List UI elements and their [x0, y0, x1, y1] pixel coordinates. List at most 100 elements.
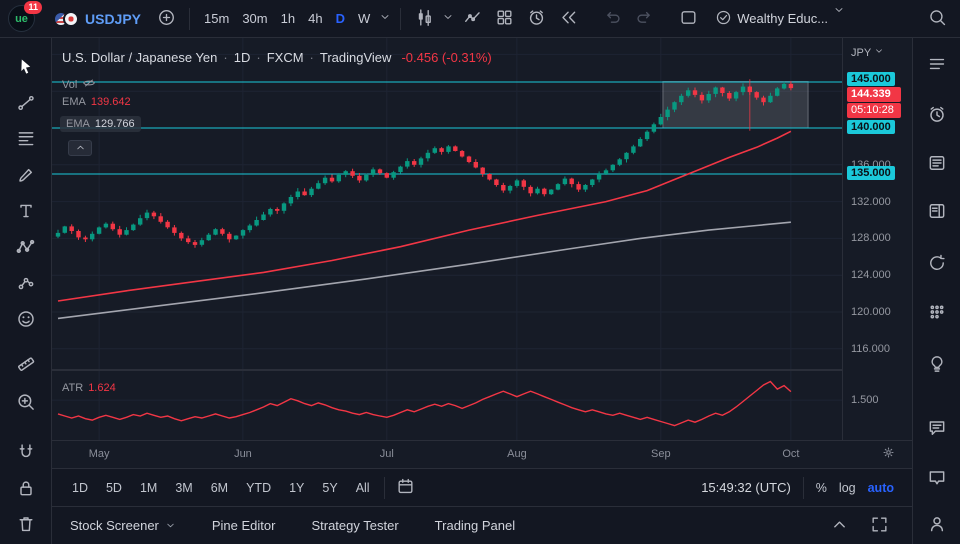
- replay-icon: [559, 8, 578, 30]
- fib-retracement-icon: [16, 129, 36, 152]
- calendar-icon: [927, 302, 947, 325]
- notification-badge: 11: [24, 1, 42, 14]
- panel-community-button[interactable]: [918, 508, 956, 542]
- currency-label: JPY: [851, 47, 871, 59]
- alerts-icon: [927, 104, 947, 127]
- timeframe-4h[interactable]: 4h: [302, 7, 328, 30]
- undo-icon: [603, 8, 622, 30]
- toolbar-separator: [400, 8, 401, 30]
- timeframe-30m[interactable]: 30m: [236, 7, 273, 30]
- price-axis-currency[interactable]: JPY: [851, 46, 884, 59]
- indicators-button[interactable]: [457, 4, 487, 34]
- panel-news-button[interactable]: [918, 147, 956, 181]
- tab-strategy-tester[interactable]: Strategy Tester: [311, 518, 398, 533]
- create-alert-button[interactable]: [521, 4, 551, 34]
- ema-fast-legend-row[interactable]: EMA 139.642: [62, 96, 131, 108]
- ema-slow-legend-row[interactable]: EMA 129.766: [60, 116, 141, 132]
- timeframe-1h[interactable]: 1h: [275, 7, 301, 30]
- panel-tab-group: Stock Screener Pine Editor Strategy Tester…: [70, 518, 515, 533]
- tool-measure[interactable]: [7, 348, 45, 382]
- chart-type-menu-button[interactable]: [441, 4, 455, 34]
- range-3M[interactable]: 3M: [167, 477, 200, 499]
- tool-text[interactable]: [7, 195, 45, 229]
- range-5D[interactable]: 5D: [98, 477, 130, 499]
- symbol-description[interactable]: U.S. Dollar / Japanese Yen: [62, 50, 217, 65]
- panel-calendar-button[interactable]: [918, 296, 956, 330]
- search-button[interactable]: [922, 4, 952, 34]
- chevron-up-icon: [75, 141, 86, 156]
- tool-magnet[interactable]: [7, 436, 45, 470]
- measure-icon: [16, 354, 36, 377]
- range-1M[interactable]: 1M: [132, 477, 165, 499]
- utc-clock[interactable]: 15:49:32 (UTC): [701, 480, 791, 495]
- panel-public-chat-button[interactable]: [918, 462, 956, 496]
- prediction-icon: [16, 273, 36, 296]
- panel-alerts-button[interactable]: [918, 98, 956, 132]
- percent-scale-button[interactable]: %: [810, 477, 833, 499]
- open-panel-button[interactable]: [824, 511, 854, 541]
- chart-type-button[interactable]: [409, 4, 439, 34]
- symbol-flags-icon: [53, 11, 79, 27]
- range-1Y[interactable]: 1Y: [281, 477, 312, 499]
- tool-zoom-in[interactable]: [7, 386, 45, 420]
- chart-legend-title[interactable]: U.S. Dollar / Japanese Yen · 1D · FXCM ·…: [62, 50, 492, 65]
- atr-legend-row[interactable]: ATR 1.624: [62, 382, 116, 394]
- timeframe-menu-button[interactable]: [378, 4, 392, 34]
- bar-replay-button[interactable]: [553, 4, 583, 34]
- compare-add-symbol-button[interactable]: [151, 4, 181, 34]
- lock-drawings-icon: [16, 478, 36, 501]
- panel-ideas-button[interactable]: [918, 348, 956, 382]
- range-YTD[interactable]: YTD: [238, 477, 279, 499]
- timeframe-15m[interactable]: 15m: [198, 7, 235, 30]
- tool-fib-retracement[interactable]: [7, 123, 45, 157]
- tab-label: Pine Editor: [212, 518, 276, 533]
- tool-lock-drawings[interactable]: [7, 472, 45, 506]
- tab-label: Stock Screener: [70, 518, 159, 533]
- candlestick-chart[interactable]: [52, 38, 912, 440]
- chevron-down-icon: [874, 46, 884, 59]
- range-All[interactable]: All: [348, 477, 378, 499]
- pane-separator[interactable]: [52, 369, 912, 371]
- tool-xabcd-pattern[interactable]: [7, 231, 45, 265]
- tool-cursor[interactable]: [7, 51, 45, 85]
- tab-stock-screener[interactable]: Stock Screener: [70, 518, 176, 533]
- tab-pine-editor[interactable]: Pine Editor: [212, 518, 276, 533]
- range-5Y[interactable]: 5Y: [314, 477, 345, 499]
- tab-trading-panel[interactable]: Trading Panel: [435, 518, 515, 533]
- panel-hotlists-button[interactable]: [918, 247, 956, 281]
- range-toolbar: 1D5D1M3M6MYTD1Y5YAll 15:49:32 (UTC) % lo…: [52, 468, 912, 506]
- legend-separator: ·: [256, 50, 260, 65]
- maximize-panel-button[interactable]: [864, 511, 894, 541]
- panel-watchlist-button[interactable]: [918, 48, 956, 82]
- panel-data-window-button[interactable]: [918, 195, 956, 229]
- auto-scale-button[interactable]: auto: [862, 477, 900, 499]
- go-to-date-button[interactable]: [391, 473, 421, 503]
- eye-off-icon[interactable]: [82, 76, 96, 93]
- volume-legend-row[interactable]: Vol: [62, 76, 96, 93]
- timeframe-W[interactable]: W: [352, 7, 376, 30]
- tool-trend-line[interactable]: [7, 87, 45, 121]
- log-scale-button[interactable]: log: [833, 477, 862, 499]
- tool-emoji[interactable]: [7, 303, 45, 337]
- tool-brush[interactable]: [7, 159, 45, 193]
- toolbar-separator: [803, 477, 804, 499]
- home-menu-button[interactable]: ue 11: [8, 5, 35, 32]
- layout-button[interactable]: [673, 4, 703, 34]
- time-axis-settings-button[interactable]: [881, 445, 896, 463]
- timeframe-D[interactable]: D: [330, 7, 351, 30]
- price-axis[interactable]: JPY 144.339 05:10:28 136.000132.000128.0…: [842, 38, 912, 440]
- chart-area[interactable]: U.S. Dollar / Japanese Yen · 1D · FXCM ·…: [52, 38, 912, 468]
- collapse-legend-button[interactable]: [68, 140, 92, 156]
- symbol-button[interactable]: USDJPY: [45, 8, 149, 30]
- publish-account-button[interactable]: Wealthy Educ...: [709, 1, 851, 37]
- range-6M[interactable]: 6M: [203, 477, 236, 499]
- indicator-templates-button[interactable]: [489, 4, 519, 34]
- tool-remove-drawings[interactable]: [7, 508, 45, 542]
- panel-private-chat-button[interactable]: [918, 412, 956, 446]
- tool-prediction[interactable]: [7, 267, 45, 301]
- range-1D[interactable]: 1D: [64, 477, 96, 499]
- undo-button[interactable]: [597, 4, 627, 34]
- data-window-icon: [927, 201, 947, 224]
- time-axis[interactable]: MayJunJulAugSepOct: [52, 440, 912, 468]
- redo-button[interactable]: [629, 4, 659, 34]
